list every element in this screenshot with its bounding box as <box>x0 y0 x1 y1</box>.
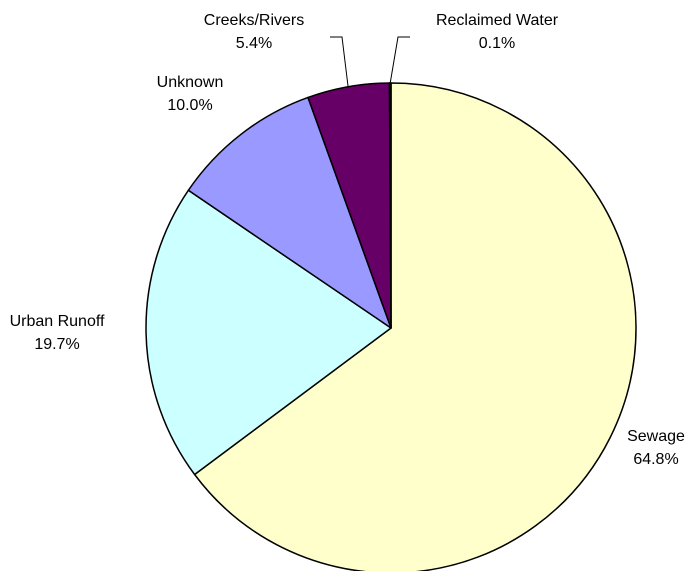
slice-label-unknown: Unknown <box>157 74 224 91</box>
leader-line-reclaimed-water <box>389 36 410 84</box>
slice-value-unknown: 10.0% <box>167 97 212 114</box>
leader-line-creeks-rivers <box>330 36 349 87</box>
pie-slice-unknown <box>187 96 392 329</box>
slice-label-sewage: Sewage <box>627 428 685 445</box>
slice-value-sewage: 64.8% <box>633 451 678 468</box>
slice-label-reclaimed-water: Reclaimed Water <box>436 12 559 29</box>
slice-value-reclaimed-water: 0.1% <box>479 35 515 52</box>
leader-lines <box>330 36 410 87</box>
slice-value-creeks-rivers: 5.4% <box>236 35 272 52</box>
slice-label-urban-runoff: Urban Runoff <box>10 313 105 330</box>
pie-slice-sewage <box>193 82 637 571</box>
pie-slices <box>145 82 637 571</box>
pie-slice-urban-runoff <box>145 189 392 476</box>
slice-label-creeks-rivers: Creeks/Rivers <box>204 12 304 29</box>
slice-labels: Sewage 64.8% Urban Runoff 19.7% Unknown 10.0%… <box>10 12 685 468</box>
slice-value-urban-runoff: 19.7% <box>34 336 79 353</box>
